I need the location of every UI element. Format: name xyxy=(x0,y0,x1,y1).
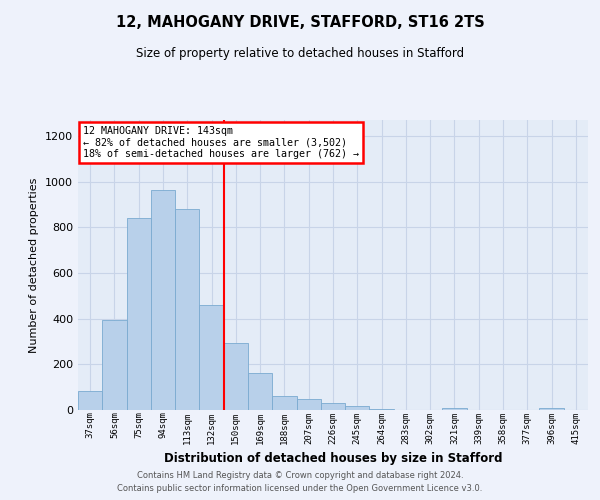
X-axis label: Distribution of detached houses by size in Stafford: Distribution of detached houses by size … xyxy=(164,452,502,465)
Bar xyxy=(175,209,199,410)
Text: 12, MAHOGANY DRIVE, STAFFORD, ST16 2TS: 12, MAHOGANY DRIVE, STAFFORD, ST16 2TS xyxy=(116,15,484,30)
Bar xyxy=(321,403,345,410)
Bar xyxy=(199,305,224,410)
Y-axis label: Number of detached properties: Number of detached properties xyxy=(29,178,40,352)
Bar xyxy=(370,409,394,410)
Text: Size of property relative to detached houses in Stafford: Size of property relative to detached ho… xyxy=(136,48,464,60)
Bar xyxy=(224,342,248,410)
Bar xyxy=(78,392,102,410)
Text: Contains public sector information licensed under the Open Government Licence v3: Contains public sector information licen… xyxy=(118,484,482,493)
Bar xyxy=(102,320,127,410)
Text: Contains HM Land Registry data © Crown copyright and database right 2024.: Contains HM Land Registry data © Crown c… xyxy=(137,470,463,480)
Bar xyxy=(442,408,467,410)
Bar xyxy=(248,374,272,410)
Bar xyxy=(272,396,296,410)
Bar xyxy=(127,218,151,410)
Bar xyxy=(296,399,321,410)
Bar xyxy=(345,406,370,410)
Bar xyxy=(539,408,564,410)
Text: 12 MAHOGANY DRIVE: 143sqm
← 82% of detached houses are smaller (3,502)
18% of se: 12 MAHOGANY DRIVE: 143sqm ← 82% of detac… xyxy=(83,126,359,159)
Bar xyxy=(151,190,175,410)
